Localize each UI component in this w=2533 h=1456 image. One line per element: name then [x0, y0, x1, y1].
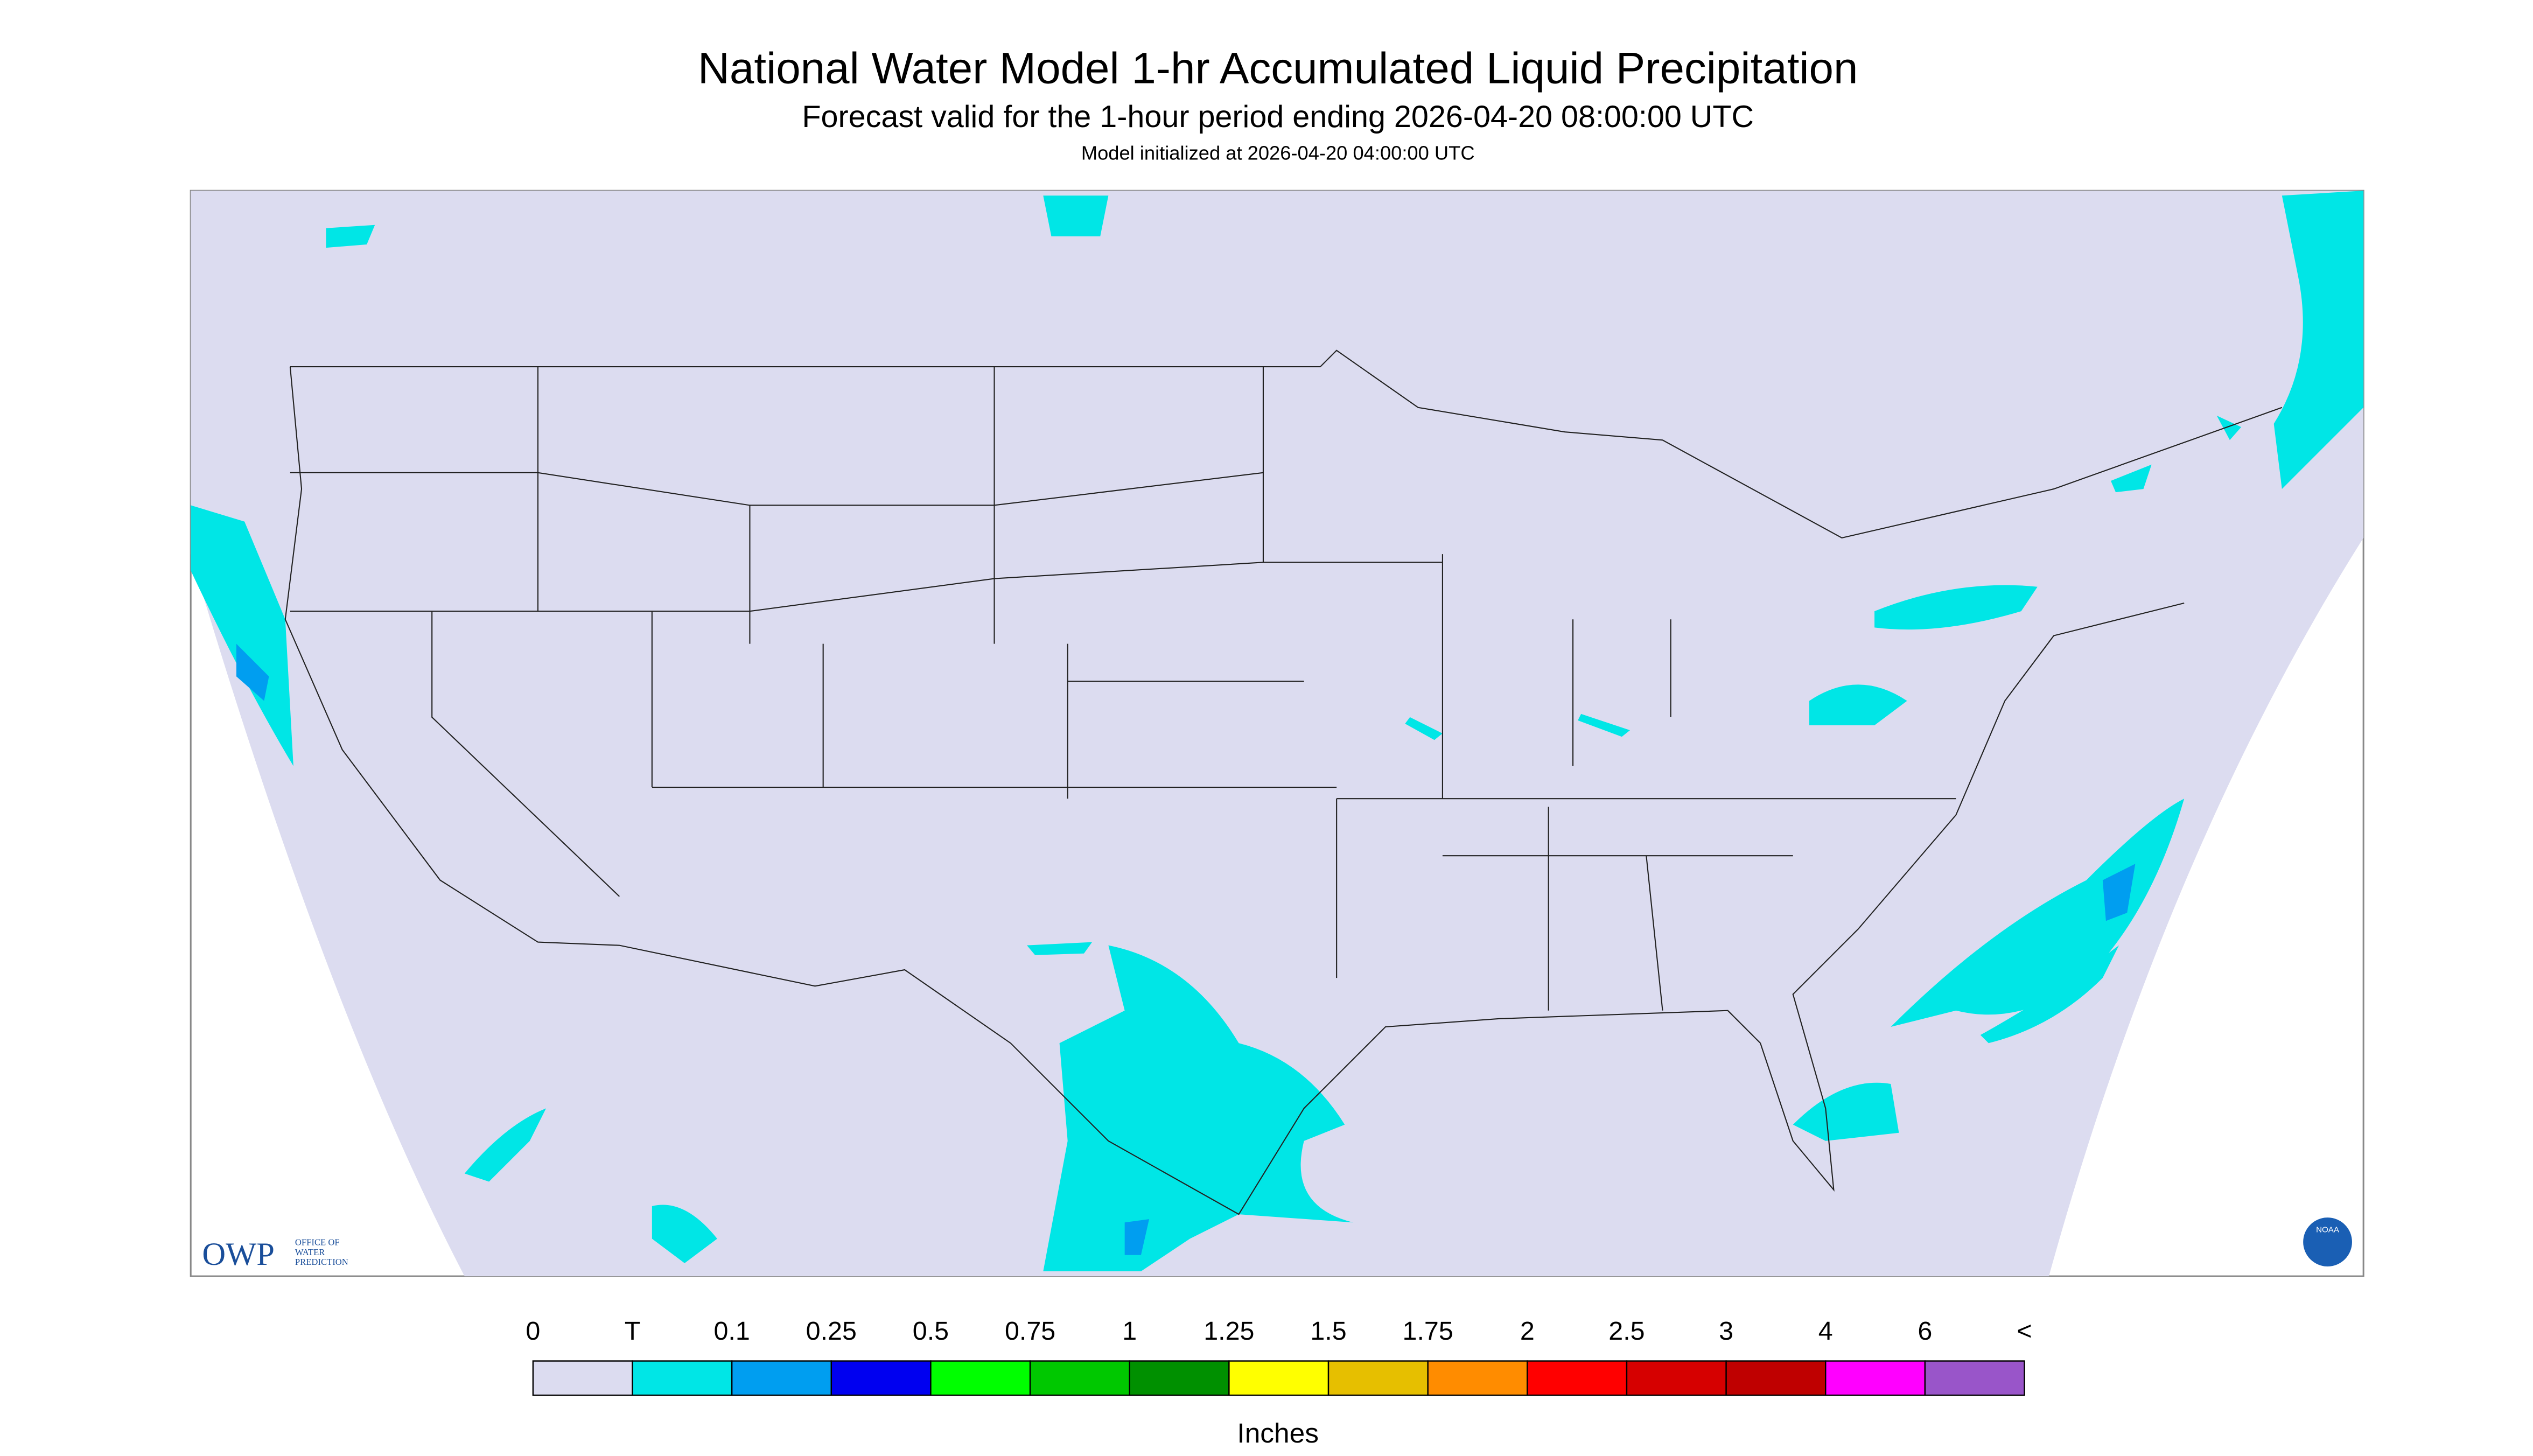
- model-domain: [191, 191, 2364, 1277]
- legend-label: T: [625, 1317, 641, 1346]
- legend-label: 0: [526, 1317, 540, 1346]
- owp-office-line: PREDICTION: [295, 1257, 348, 1267]
- legend-label: 6: [1918, 1317, 1932, 1346]
- legend-label: 3: [1719, 1317, 1733, 1346]
- legend-label: 0.5: [913, 1317, 949, 1346]
- legend-label: 0.75: [1005, 1317, 1055, 1346]
- legend-label: 1.75: [1403, 1317, 1453, 1346]
- legend-swatch: [632, 1360, 733, 1396]
- legend-swatch: [1228, 1360, 1330, 1396]
- legend-swatch: [1626, 1360, 1727, 1396]
- legend-swatch: [1825, 1360, 1926, 1396]
- legend-label: 2: [1520, 1317, 1535, 1346]
- legend-label: 0.25: [806, 1317, 857, 1346]
- legend-swatch: [731, 1360, 832, 1396]
- owp-office-line: WATER: [295, 1247, 325, 1257]
- noaa-logo: [2303, 1217, 2352, 1266]
- legend-label: 0.1: [713, 1317, 750, 1346]
- noaa-text: NOAA: [2316, 1225, 2340, 1234]
- precip-areas: [191, 191, 2364, 1272]
- title: National Water Model 1-hr Accumulated Li…: [698, 44, 1858, 93]
- legend-swatch: [1924, 1360, 2025, 1396]
- legend-swatch: [1129, 1360, 1230, 1396]
- legend: 0 T 0.1 0.25 0.5 0.75 1 1.25 1.5 1.75 2 2.5 3 4 6 <: [526, 1317, 2032, 1396]
- legend-unit: Inches: [1237, 1417, 1319, 1448]
- legend-swatch: [1327, 1360, 1429, 1396]
- legend-swatch: [1725, 1360, 1827, 1396]
- legend-label: 2.5: [1608, 1317, 1645, 1346]
- legend-label: 1.25: [1203, 1317, 1254, 1346]
- legend-label: 1: [1122, 1317, 1137, 1346]
- init-time: Model initialized at 2026-04-20 04:00:00…: [1081, 142, 1475, 164]
- subtitle: Forecast valid for the 1-hour period end…: [802, 100, 1754, 134]
- owp-logo: OWP: [202, 1236, 274, 1272]
- legend-swatch: [830, 1360, 932, 1396]
- legend-swatch: [1527, 1360, 1628, 1396]
- legend-label: 1.5: [1310, 1317, 1346, 1346]
- legend-swatch: [930, 1360, 1031, 1396]
- legend-swatch: [1029, 1360, 1130, 1396]
- legend-swatch: [1427, 1360, 1528, 1396]
- boundaries: [284, 349, 2283, 1215]
- legend-label: <: [2017, 1317, 2032, 1346]
- legend-swatch: [532, 1360, 633, 1396]
- owp-office-line: OFFICE OF: [295, 1237, 340, 1248]
- legend-label: 4: [1818, 1317, 1833, 1346]
